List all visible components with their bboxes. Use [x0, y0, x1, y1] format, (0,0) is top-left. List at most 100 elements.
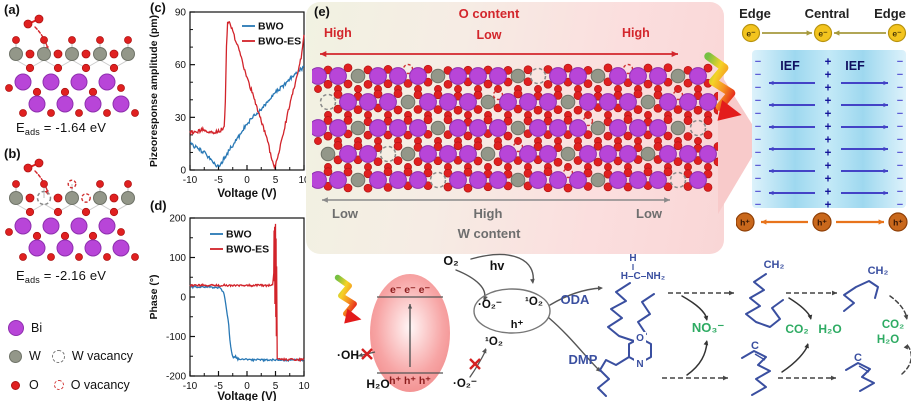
svg-text:10: 10	[298, 175, 310, 186]
o-high-left: High	[324, 26, 352, 40]
legend-w: W W vacancy	[9, 349, 133, 363]
piezoresponse-chart: -10 -5 0 5 10 0 30 60 90 Voltage (V) Pizeoresponse…	[148, 8, 310, 201]
svg-text:H₂O: H₂O	[877, 334, 899, 346]
svg-text:−: −	[897, 69, 903, 81]
svg-text:−: −	[897, 199, 903, 211]
svg-text:NO₃⁻: NO₃⁻	[692, 320, 725, 335]
svg-text:H₂O: H₂O	[366, 377, 389, 391]
chart-c-label: (c)	[150, 0, 166, 15]
svg-text:h⁺: h⁺	[817, 218, 827, 228]
edge-left-label: Edge	[739, 6, 771, 21]
legend-o: O O vacancy	[11, 378, 130, 392]
svg-text:0: 0	[180, 166, 186, 177]
svg-text:h⁺: h⁺	[511, 319, 524, 331]
svg-text:−: −	[755, 56, 761, 68]
svg-text:0: 0	[244, 381, 250, 392]
svg-text:+: +	[825, 174, 832, 186]
svg-text:-200: -200	[166, 372, 186, 383]
svg-text:−: −	[755, 199, 761, 211]
svg-text:BWO: BWO	[258, 21, 284, 33]
svg-text:Voltage (V): Voltage (V)	[217, 391, 276, 401]
svg-text:−: −	[897, 186, 903, 198]
svg-text:30: 30	[175, 113, 187, 124]
svg-text:hv: hv	[490, 259, 505, 273]
svg-text:C: C	[751, 340, 759, 352]
svg-text:·O₂⁻: ·O₂⁻	[453, 378, 477, 390]
w-high: High	[473, 206, 503, 221]
panel-b-label: (b)	[4, 146, 21, 161]
bi-atom-icon	[8, 320, 24, 336]
svg-text:Phase (°): Phase (°)	[148, 274, 160, 319]
svg-text:+: +	[825, 109, 832, 121]
svg-text:·OH: ·OH	[337, 348, 359, 362]
svg-text:−: −	[897, 95, 903, 107]
svg-text:−: −	[897, 108, 903, 120]
svg-text:+: +	[825, 57, 832, 69]
svg-text:−: −	[897, 134, 903, 146]
svg-text:5: 5	[273, 175, 279, 186]
svg-text:−: −	[755, 82, 761, 94]
svg-text:−: −	[897, 121, 903, 133]
svg-text:¹O₂: ¹O₂	[525, 296, 543, 308]
svg-text:h⁺ h⁺ h⁺: h⁺ h⁺ h⁺	[389, 375, 431, 387]
svg-text:BWO: BWO	[226, 229, 252, 241]
svg-text:−: −	[755, 108, 761, 120]
svg-text:-100: -100	[166, 332, 186, 343]
svg-text:100: 100	[169, 253, 186, 264]
svg-text:DMP: DMP	[569, 352, 598, 367]
eads-a: Eads = -1.64 eV	[16, 120, 107, 137]
panel-b-structure	[5, 158, 139, 261]
svg-text:BWO-ES: BWO-ES	[258, 36, 301, 48]
content-gradient-arrows	[320, 51, 678, 203]
svg-text:H: H	[629, 253, 636, 264]
svg-text:O: O	[636, 333, 644, 344]
svg-text:−: −	[897, 82, 903, 94]
svg-text:−: −	[755, 121, 761, 133]
svg-text:-10: -10	[183, 175, 198, 186]
svg-text:-10: -10	[183, 381, 198, 392]
svg-text:+: +	[825, 70, 832, 82]
svg-text:−: −	[755, 186, 761, 198]
ief-diagram: e⁻ e⁻ e⁻− −+− −+− −+− −+− −+− −+− −+− −+− −+− −+− −+−…	[736, 23, 908, 232]
svg-text:−: −	[755, 147, 761, 159]
w-vacancy-icon	[51, 349, 65, 363]
svg-text:Pizeoresponse amplitude (pm): Pizeoresponse amplitude (pm)	[148, 15, 160, 167]
svg-text:CO₂: CO₂	[882, 319, 904, 331]
panel-e: (e) O content High Low High Low High Low…	[306, 2, 724, 254]
svg-text:5: 5	[273, 381, 279, 392]
phase-chart: -10 -5 0 5 10 -200 -100 0 100 200 Voltage (V) Phase…	[148, 214, 310, 401]
svg-text:h⁺: h⁺	[740, 218, 750, 228]
svg-text:e⁻: e⁻	[818, 29, 828, 39]
panel-a-structure	[5, 14, 139, 117]
svg-text:H₂O: H₂O	[818, 322, 841, 336]
edge-right-label: Edge	[874, 6, 906, 21]
svg-text:O₂: O₂	[443, 254, 458, 268]
o-low: Low	[476, 28, 502, 42]
svg-text:+: +	[825, 122, 832, 134]
svg-text:−: −	[755, 134, 761, 146]
svg-text:0: 0	[244, 175, 250, 186]
svg-text:+: +	[825, 187, 832, 199]
chart-d-label: (d)	[150, 198, 167, 213]
svg-text:e⁻ e⁻ e⁻: e⁻ e⁻ e⁻	[390, 284, 430, 296]
o-content-label: O content	[458, 6, 520, 21]
svg-text:BWO-ES: BWO-ES	[226, 244, 269, 256]
w-atom-icon	[9, 349, 22, 363]
svg-text:e⁻: e⁻	[746, 29, 756, 39]
svg-text:90: 90	[175, 8, 187, 19]
svg-text:+: +	[825, 148, 832, 160]
o-high-right: High	[622, 26, 650, 40]
svg-text:+: +	[825, 83, 832, 95]
svg-text:-5: -5	[214, 175, 223, 186]
svg-text:−: −	[755, 69, 761, 81]
panel-a-label: (a)	[4, 2, 20, 17]
svg-text:−: −	[897, 160, 903, 172]
svg-text:h⁺: h⁺	[893, 218, 903, 228]
svg-text:200: 200	[169, 214, 186, 225]
svg-text:IEF: IEF	[845, 59, 865, 73]
svg-text:CH₂: CH₂	[868, 265, 889, 277]
svg-text:Voltage (V): Voltage (V)	[217, 188, 276, 200]
panel-e-label: (e)	[314, 4, 330, 19]
